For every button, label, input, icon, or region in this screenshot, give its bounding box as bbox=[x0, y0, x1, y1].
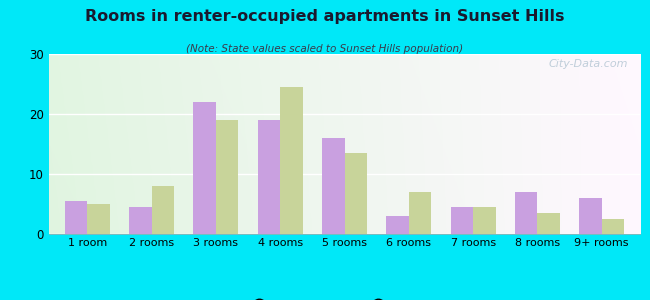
Text: City-Data.com: City-Data.com bbox=[549, 59, 629, 69]
Bar bbox=[65, 201, 87, 234]
Text: (Note: State values scaled to Sunset Hills population): (Note: State values scaled to Sunset Hil… bbox=[187, 44, 463, 53]
Bar bbox=[473, 207, 495, 234]
Bar bbox=[322, 138, 344, 234]
Bar bbox=[409, 192, 432, 234]
Bar bbox=[344, 153, 367, 234]
Bar bbox=[579, 198, 602, 234]
Bar bbox=[538, 213, 560, 234]
Legend: Sunset Hills, Raleigh: Sunset Hills, Raleigh bbox=[242, 295, 447, 300]
Text: Rooms in renter-occupied apartments in Sunset Hills: Rooms in renter-occupied apartments in S… bbox=[85, 9, 565, 24]
Bar bbox=[194, 102, 216, 234]
Bar bbox=[257, 120, 280, 234]
Bar bbox=[216, 120, 239, 234]
Bar bbox=[129, 207, 151, 234]
Bar bbox=[280, 87, 303, 234]
Bar bbox=[515, 192, 538, 234]
Bar bbox=[87, 204, 110, 234]
Bar bbox=[450, 207, 473, 234]
Bar bbox=[602, 219, 624, 234]
Bar bbox=[151, 186, 174, 234]
Bar bbox=[386, 216, 409, 234]
